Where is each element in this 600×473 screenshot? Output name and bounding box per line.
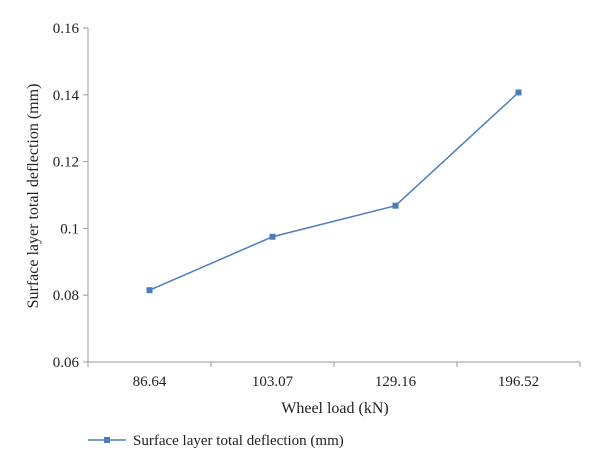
y-tick-label: 0.06 (53, 355, 80, 371)
y-axis-label: Surface layer total deflection (mm) (25, 84, 42, 309)
y-tick-label: 0.12 (53, 155, 79, 171)
x-tick-label: 196.52 (498, 374, 539, 390)
x-tick-label: 86.64 (133, 374, 167, 390)
x-tick-labels: 86.64 103.07 129.16 196.52 (133, 374, 540, 390)
x-axis-label: Wheel load (kN) (281, 400, 389, 417)
legend-label: Surface layer total deflection (mm) (133, 433, 344, 449)
series-group (146, 89, 522, 294)
legend-marker-swatch (104, 437, 110, 443)
y-tick-label: 0.14 (53, 88, 80, 104)
data-point-marker (392, 202, 399, 209)
series-line (149, 91, 520, 291)
y-tick-label: 0.08 (53, 288, 79, 304)
y-tick-label: 0.16 (53, 21, 80, 37)
axes (83, 27, 581, 367)
data-point-marker (269, 233, 276, 240)
data-point-marker (515, 89, 522, 96)
legend: Surface layer total deflection (mm) (88, 433, 344, 449)
x-tick-label: 103.07 (252, 374, 294, 390)
y-tick-label: 0.1 (60, 221, 79, 237)
x-tick-label: 129.16 (375, 374, 417, 390)
y-tick-labels: 0.06 0.08 0.1 0.12 0.14 0.16 (53, 21, 80, 371)
data-point-marker (146, 287, 153, 294)
